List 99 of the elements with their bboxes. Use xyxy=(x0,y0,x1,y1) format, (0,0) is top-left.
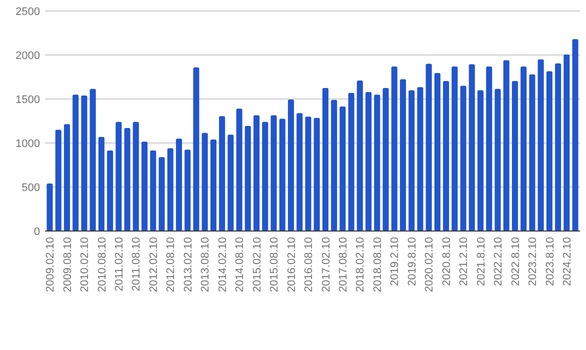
x-tick-label: 2023.8.10 xyxy=(544,237,556,286)
bar xyxy=(382,88,389,231)
bar xyxy=(529,74,536,231)
bar xyxy=(572,39,578,231)
x-tick-label: 2023.2.10 xyxy=(527,237,540,286)
bar xyxy=(288,99,294,231)
x-tick-label: 2022.8.10 xyxy=(510,237,522,286)
x-tick-label: 2013.02.10 xyxy=(182,237,194,292)
bar xyxy=(116,122,122,231)
bar xyxy=(167,148,174,231)
x-tick-label: 2020.8.10 xyxy=(440,237,453,286)
x-tick-label: 2018.02.10 xyxy=(354,237,367,292)
bar xyxy=(176,138,182,231)
bar xyxy=(408,90,415,231)
bar xyxy=(279,118,286,231)
bar xyxy=(477,90,484,231)
bar xyxy=(64,124,70,231)
bar xyxy=(236,108,242,231)
bar xyxy=(503,60,510,231)
bar xyxy=(400,79,406,231)
bar xyxy=(468,64,475,231)
x-tick-label: 2016.08.10 xyxy=(303,237,316,292)
bar xyxy=(90,88,96,231)
bar xyxy=(132,122,139,231)
y-tick-label: 1500 xyxy=(16,94,40,106)
x-tick-label: 2021.2.10 xyxy=(458,237,470,286)
bar xyxy=(184,150,191,231)
bar xyxy=(158,157,165,231)
y-tick-label: 1000 xyxy=(16,138,40,150)
bar xyxy=(202,132,208,231)
bar xyxy=(365,92,372,231)
x-tick-label: 2012.02.10 xyxy=(148,237,160,292)
bar xyxy=(434,73,440,231)
x-tick-label: 2014.02.10 xyxy=(216,237,229,292)
y-tick-label: 0 xyxy=(34,226,40,238)
x-tick-label: 2018.08.10 xyxy=(372,237,384,292)
x-tick-label: 2019.8.10 xyxy=(406,237,418,286)
bar xyxy=(546,71,552,231)
bar xyxy=(55,130,62,231)
bar xyxy=(141,142,148,231)
x-tick-label: 2015.02.10 xyxy=(251,237,264,292)
bar xyxy=(340,106,346,231)
x-tick-label: 2017.08.10 xyxy=(338,237,350,292)
x-tick-label: 2021.8.10 xyxy=(475,237,488,286)
bar xyxy=(305,116,312,231)
bar xyxy=(555,63,562,231)
bar xyxy=(262,122,268,231)
bar xyxy=(564,54,570,231)
bar xyxy=(81,95,88,231)
bar xyxy=(374,94,380,231)
bar xyxy=(210,139,216,231)
bar xyxy=(296,113,303,231)
x-tick-label: 2009.08.10 xyxy=(62,237,74,292)
x-tick-label: 2019.2.10 xyxy=(389,237,402,286)
bar xyxy=(348,92,354,231)
bar xyxy=(219,116,226,231)
x-tick-label: 2024.2.10 xyxy=(561,237,574,286)
x-tick-label: 2022.2.10 xyxy=(492,237,505,286)
bar xyxy=(124,128,130,231)
x-tick-label: 2009.02.10 xyxy=(44,237,57,292)
bar xyxy=(98,136,104,231)
x-tick-label: 2012.08.10 xyxy=(165,237,178,292)
bar xyxy=(460,86,466,231)
bar xyxy=(253,115,260,231)
bar xyxy=(314,118,320,231)
bar xyxy=(452,66,458,231)
x-tick-label: 2014.08.10 xyxy=(234,237,246,292)
x-tick-label: 2010.08.10 xyxy=(96,237,108,292)
bar xyxy=(72,94,79,231)
bar xyxy=(150,150,156,231)
x-tick-label: 2015.08.10 xyxy=(268,237,281,292)
bar xyxy=(331,100,338,231)
y-tick-label: 500 xyxy=(22,182,40,194)
bar xyxy=(356,80,363,231)
y-tick-label: 2500 xyxy=(16,6,40,18)
x-tick-label: 2017.02.10 xyxy=(320,237,332,292)
bar xyxy=(426,64,432,231)
bar xyxy=(244,126,251,231)
bar xyxy=(494,88,501,231)
bar xyxy=(391,66,398,231)
bar xyxy=(443,80,450,231)
x-tick-label: 2013.08.10 xyxy=(200,237,212,292)
x-tick-label: 2011.08.10 xyxy=(130,237,143,292)
x-tick-label: 2010.02.10 xyxy=(79,237,92,292)
bar xyxy=(228,134,234,231)
bar xyxy=(193,67,200,231)
bar xyxy=(417,87,424,231)
bar xyxy=(486,66,492,231)
x-tick-label: 2020.02.10 xyxy=(424,237,436,292)
bar xyxy=(512,80,518,231)
bar xyxy=(322,88,328,231)
x-tick-label: 2016.02.10 xyxy=(286,237,298,292)
bar xyxy=(270,115,277,231)
x-tick-label: 2011.02.10 xyxy=(114,237,126,292)
bar xyxy=(538,59,544,231)
bar xyxy=(107,150,114,231)
bar xyxy=(46,183,53,231)
bar xyxy=(520,66,527,231)
y-tick-label: 2000 xyxy=(16,50,40,62)
